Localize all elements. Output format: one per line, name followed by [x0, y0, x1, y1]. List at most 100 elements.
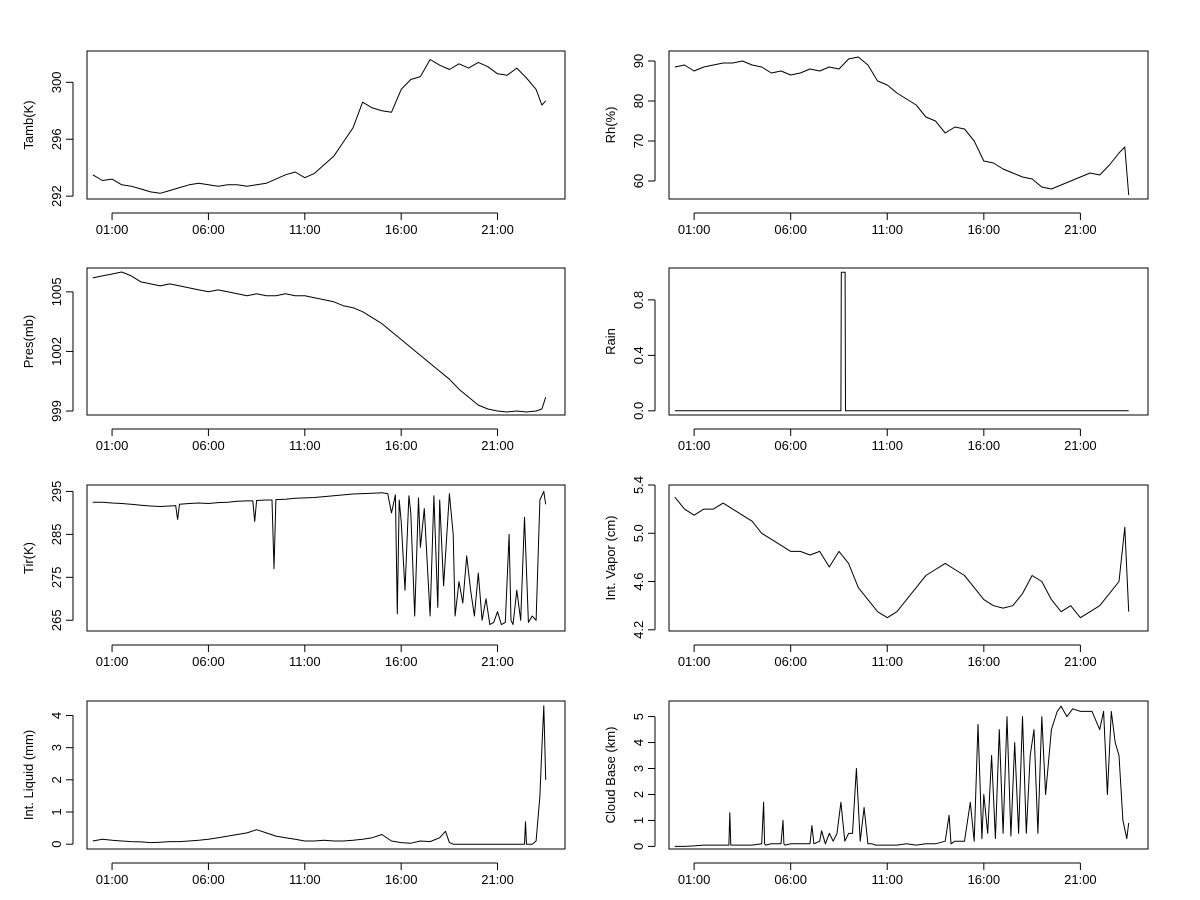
x-tick-label: 01:00 — [678, 654, 711, 669]
y-tick-label: 3 — [49, 744, 64, 751]
panel-1: 01:00 06:00 11:00 16:00 21:00 292 296 300 Tamb(K… — [21, 50, 566, 237]
x-tick-label: 16:00 — [968, 654, 1001, 669]
y-tick-label: 0 — [49, 841, 64, 848]
panel-6: 01:00 06:00 11:00 16:00 21:00 4.2 4.6 5.0 5.4 Int… — [603, 476, 1149, 669]
y-tick-label: 275 — [49, 566, 64, 588]
x-tick-label: 21:00 — [481, 222, 514, 237]
y-tick-label: 300 — [49, 71, 64, 93]
y-tick-label: 60 — [631, 174, 646, 188]
y-tick-label: 5.4 — [631, 476, 646, 494]
panel-8: 01:00 06:00 11:00 16:00 21:00 0 1 2 3 4 5 Cloud Bas… — [603, 700, 1149, 887]
x-tick-label: 11:00 — [289, 654, 321, 669]
y-axis-label: Rh(%) — [603, 107, 618, 144]
y-tick-label: 0.0 — [631, 402, 646, 420]
x-tick-label: 01:00 — [678, 222, 711, 237]
y-tick-label: 4.2 — [631, 621, 646, 639]
x-tick-label: 11:00 — [871, 654, 903, 669]
x-tick-label: 21:00 — [1064, 872, 1097, 887]
series-line — [674, 56, 1130, 196]
y-tick-label: 1002 — [49, 337, 64, 366]
y-tick-label: 2 — [49, 776, 64, 783]
x-tick-label: 11:00 — [289, 438, 321, 453]
plot-frame — [86, 700, 566, 850]
y-tick-label: 4 — [49, 712, 64, 719]
panel-4: 01:00 06:00 11:00 16:00 21:00 0.0 0.4 0.8 Rain — [603, 267, 1149, 453]
y-axis-label: Tir(K) — [21, 542, 36, 574]
x-tick-label: 06:00 — [774, 438, 807, 453]
x-tick-label: 21:00 — [481, 654, 514, 669]
x-tick-label: 16:00 — [385, 438, 418, 453]
x-tick-label: 06:00 — [192, 438, 225, 453]
x-tick-label: 11:00 — [871, 872, 903, 887]
x-tick-label: 21:00 — [1064, 222, 1097, 237]
x-tick-label: 06:00 — [192, 222, 225, 237]
y-tick-label: 1005 — [49, 277, 64, 306]
x-tick-label: 16:00 — [968, 222, 1001, 237]
plot-frame — [668, 267, 1149, 416]
x-tick-label: 21:00 — [1064, 654, 1097, 669]
x-tick-label: 11:00 — [289, 872, 321, 887]
y-axis-label: Int. Liquid (mm) — [21, 730, 36, 820]
x-tick-label: 21:00 — [1064, 438, 1097, 453]
y-tick-label: 285 — [49, 524, 64, 546]
x-tick-label: 06:00 — [774, 872, 807, 887]
panel-5: 01:00 06:00 11:00 16:00 21:00 265 275 285 295 Tir… — [21, 481, 566, 669]
x-tick-label: 01:00 — [678, 438, 711, 453]
x-tick-label: 11:00 — [871, 438, 903, 453]
panel-2: 01:00 06:00 11:00 16:00 21:00 60 70 80 90 Rh(%) — [603, 50, 1149, 237]
y-axis-label: Int. Vapor (cm) — [603, 515, 618, 600]
y-axis-label: Pres(mb) — [21, 315, 36, 368]
series-line — [92, 705, 547, 845]
plot-frame — [86, 267, 566, 416]
plot-frame — [668, 50, 1149, 200]
y-axis-label: Rain — [603, 328, 618, 355]
y-tick-label: 4 — [631, 739, 646, 746]
x-tick-label: 16:00 — [968, 872, 1001, 887]
x-tick-label: 11:00 — [289, 222, 321, 237]
y-tick-label: 0 — [631, 843, 646, 850]
x-tick-label: 06:00 — [192, 654, 225, 669]
y-tick-label: 3 — [631, 765, 646, 772]
y-tick-label: 296 — [49, 128, 64, 150]
y-tick-label: 70 — [631, 134, 646, 148]
panel-3: 01:00 06:00 11:00 16:00 21:00 999 1002 1005 Pres… — [21, 267, 566, 453]
y-tick-label: 80 — [631, 94, 646, 108]
x-tick-label: 06:00 — [774, 222, 807, 237]
y-tick-label: 90 — [631, 54, 646, 68]
x-tick-label: 21:00 — [481, 438, 514, 453]
y-axis-label: Tamb(K) — [21, 100, 36, 149]
series-line — [92, 490, 547, 626]
x-tick-label: 06:00 — [192, 872, 225, 887]
x-tick-label: 06:00 — [774, 654, 807, 669]
series-line — [92, 271, 547, 413]
series-line — [674, 705, 1130, 847]
x-tick-label: 21:00 — [481, 872, 514, 887]
y-tick-label: 0.4 — [631, 346, 646, 364]
y-tick-label: 1 — [49, 808, 64, 815]
series-line — [92, 59, 547, 194]
x-tick-label: 01:00 — [96, 654, 129, 669]
x-tick-label: 16:00 — [385, 654, 418, 669]
x-tick-label: 01:00 — [96, 872, 129, 887]
x-tick-label: 01:00 — [96, 222, 129, 237]
plot-frame — [86, 484, 566, 632]
y-tick-label: 0.8 — [631, 291, 646, 309]
x-tick-label: 16:00 — [385, 222, 418, 237]
x-tick-label: 16:00 — [385, 872, 418, 887]
y-tick-label: 5.0 — [631, 524, 646, 542]
y-tick-label: 292 — [49, 185, 64, 207]
y-tick-label: 295 — [49, 481, 64, 503]
y-tick-label: 4.6 — [631, 572, 646, 590]
panel-7: 01:00 06:00 11:00 16:00 21:00 0 1 2 3 4 Int. Liqui… — [21, 700, 566, 887]
x-tick-label: 11:00 — [871, 222, 903, 237]
plot-frame — [86, 50, 566, 200]
y-axis-label: Cloud Base (km) — [603, 727, 618, 824]
y-tick-label: 5 — [631, 713, 646, 720]
series-line — [674, 271, 1129, 412]
y-tick-label: 999 — [49, 400, 64, 422]
plot-frame — [668, 700, 1149, 850]
x-tick-label: 01:00 — [678, 872, 711, 887]
y-tick-label: 2 — [631, 791, 646, 798]
plot-frame — [668, 484, 1149, 632]
